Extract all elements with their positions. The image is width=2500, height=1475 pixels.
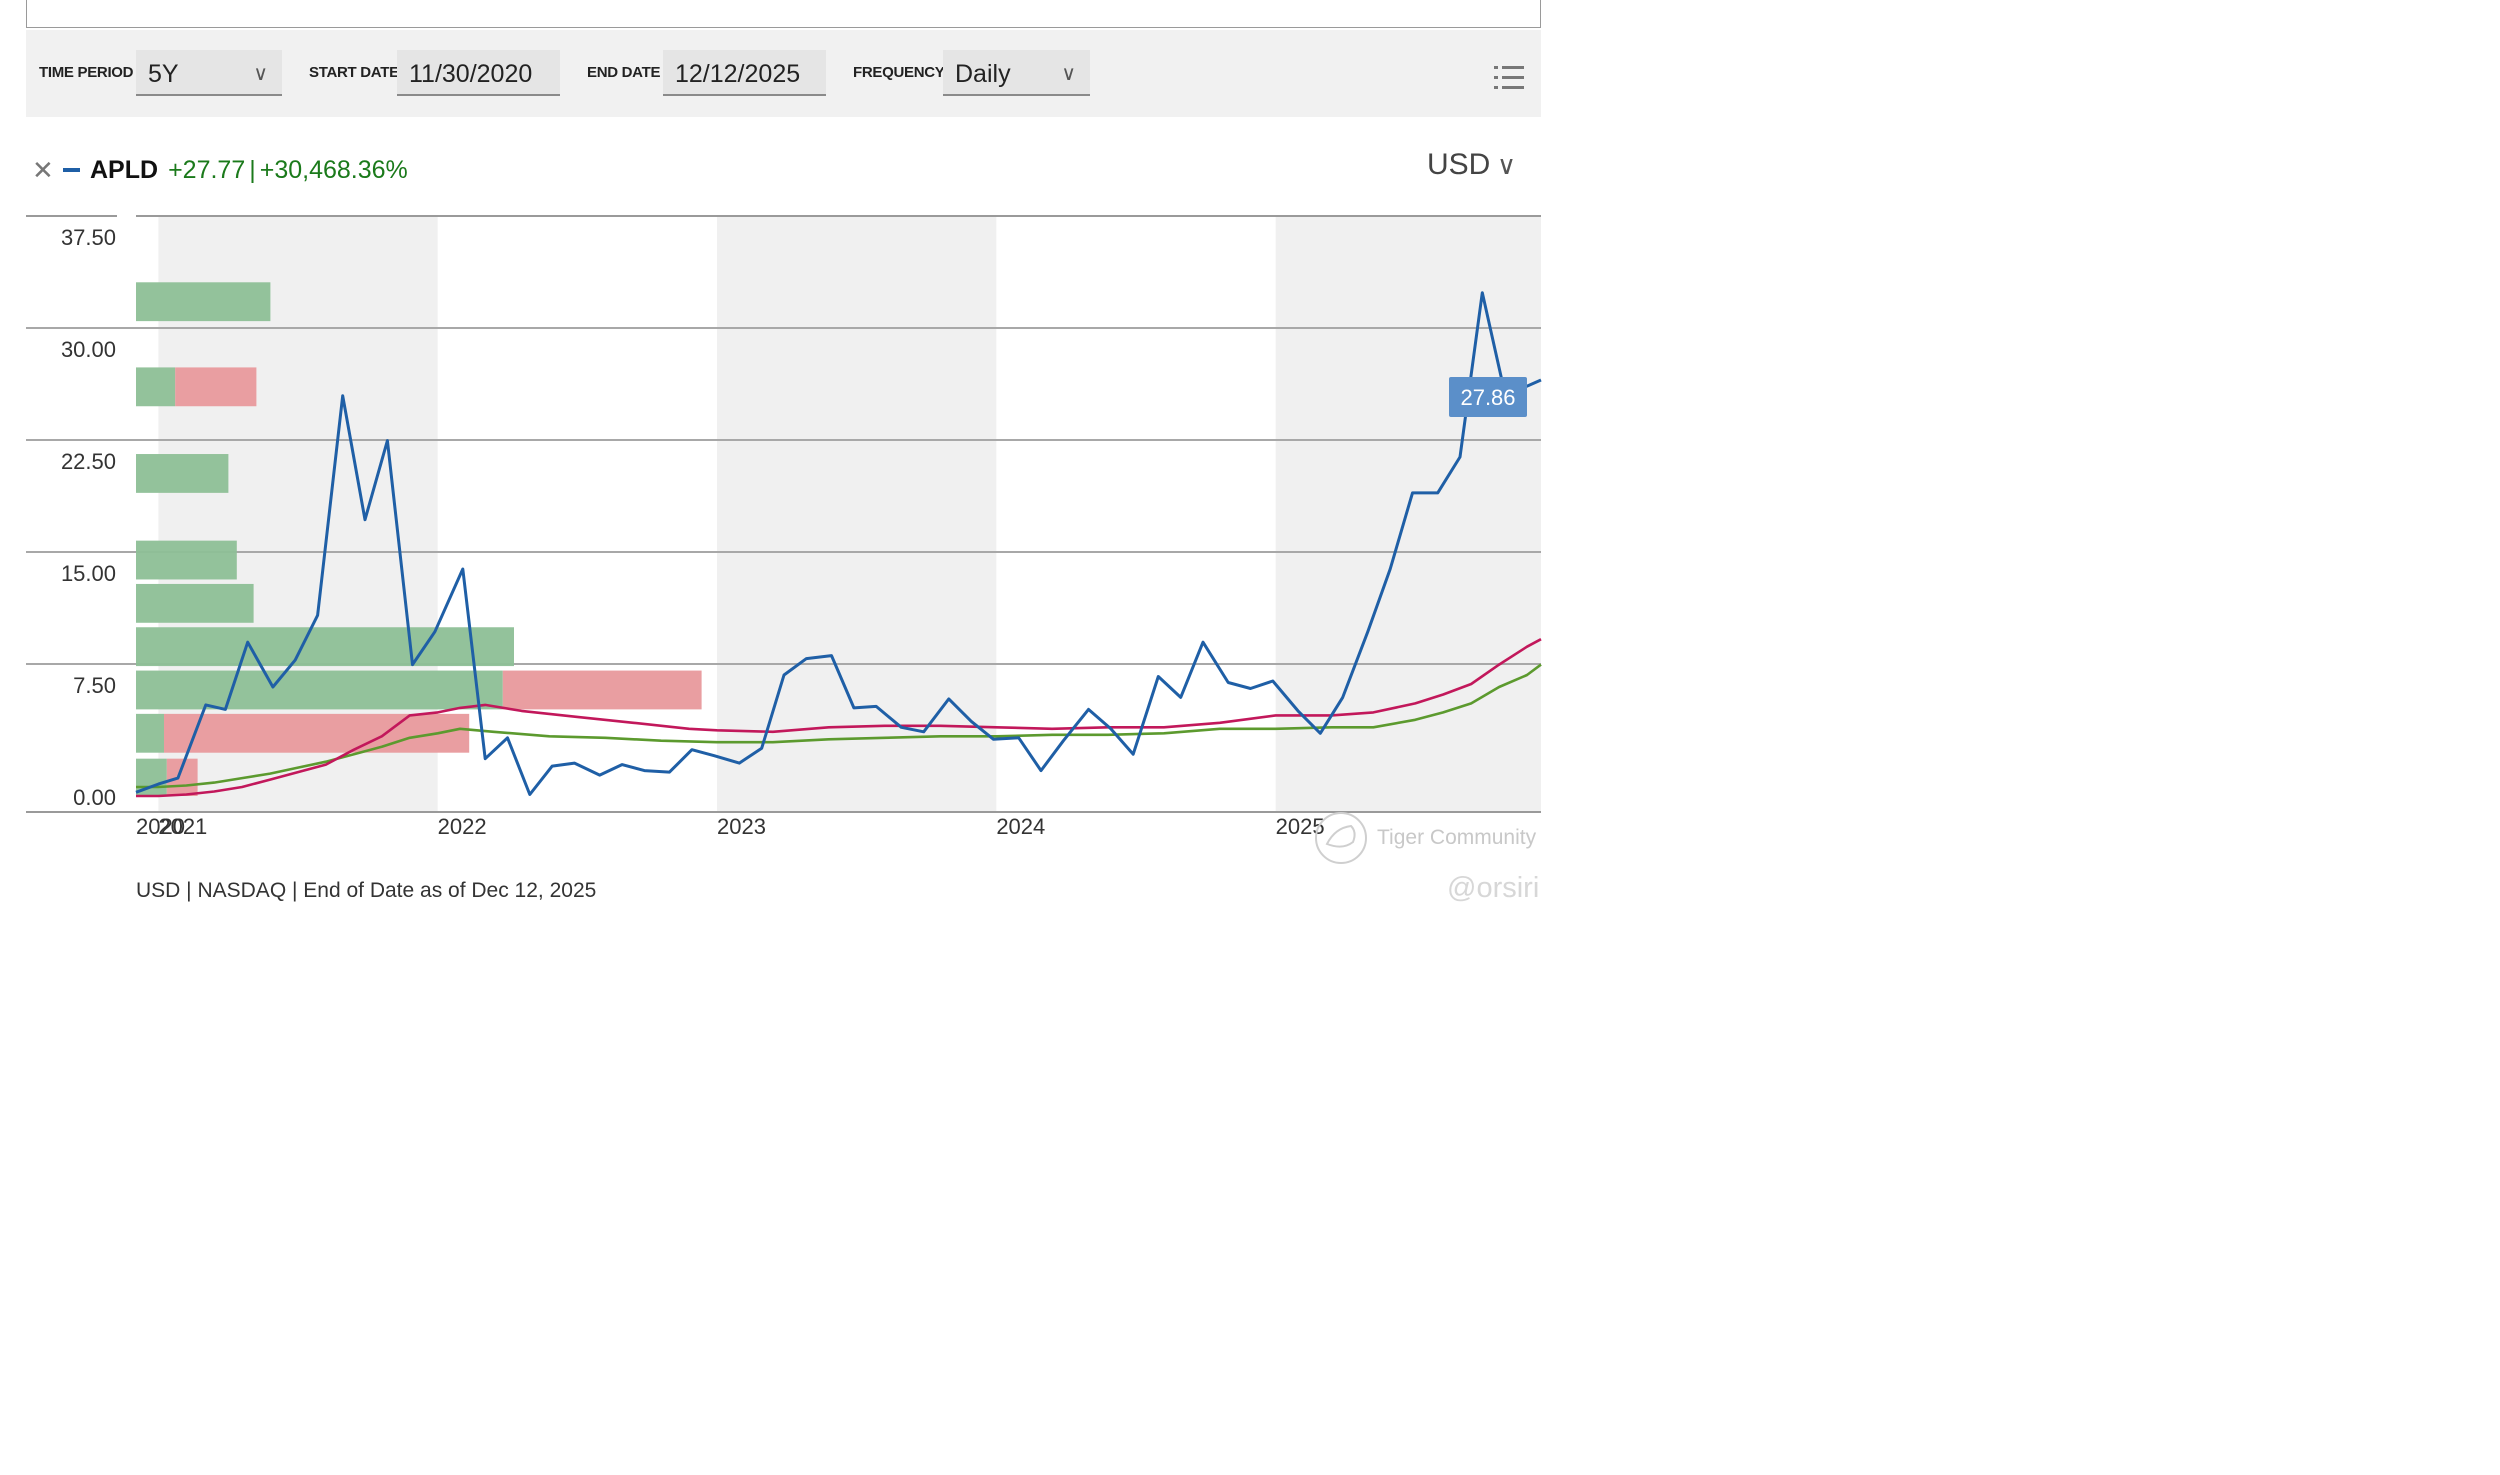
chart-footer: USD | NASDAQ | End of Date as of Dec 12,… [136,879,597,902]
price-line [135,291,1542,796]
time-period-label: TIME PERIOD [39,64,134,81]
chevron-down-icon[interactable]: ∨ [1497,150,1517,180]
close-icon[interactable]: ✕ [32,154,54,185]
currency-select[interactable]: USD [1427,148,1491,181]
volume-bar-down [164,713,470,753]
volume-bar-down [175,367,257,407]
watermark-community: Tiger Community [1377,826,1537,849]
last-value-text: 27.86 [1460,385,1515,410]
start-date-input[interactable]: 11/30/2020 [397,50,560,96]
year-band [1275,216,1541,812]
x-tick-label: 2021 [158,814,207,839]
volume-profile [136,282,702,796]
start-date-value: 11/30/2020 [409,60,533,88]
change-separator: | [249,155,256,184]
x-tick-label: 2024 [996,814,1045,839]
x-tick-label: 2022 [438,814,487,839]
y-tick-label: 30.00 [61,337,116,362]
series-lines [135,291,1542,798]
volume-bar-up [136,583,254,623]
volume-bar-up [136,627,514,667]
volume-bar-down [502,670,702,710]
watermark-handle: @orsiri [1447,872,1540,904]
last-value-marker: 27.86 [1449,376,1527,417]
volume-bar-up [136,282,271,322]
tiger-logo-icon [1315,812,1367,864]
volume-bar-up [136,670,503,710]
end-date-input[interactable]: 12/12/2025 [663,50,826,96]
start-date-label: START DATE [309,64,399,81]
y-tick-label: 22.50 [61,449,116,474]
x-tick-label: 2020 [136,814,185,839]
y-tick-label: 0.00 [73,785,116,810]
end-date-value: 12/12/2025 [675,60,801,88]
series-legend: ✕ APLD +27.77 | +30,468.36% [32,152,408,188]
list-icon[interactable] [1494,64,1524,92]
last-value-badge [1449,376,1527,417]
y-axis: 0.00 7.50 15.00 22.50 30.00 37.50 [61,225,116,810]
change-absolute: +27.77 [168,155,246,184]
x-tick-label: 2023 [717,814,766,839]
frequency-label: FREQUENCY [853,64,945,81]
year-band [716,216,997,812]
series-color-swatch [63,168,80,172]
ticker-symbol: APLD [90,155,159,184]
volume-bar-up [136,367,176,407]
chevron-down-icon: ∨ [253,63,268,85]
volume-bar-up [136,713,164,753]
chevron-down-icon: ∨ [1061,63,1076,85]
time-period-value: 5Y [148,60,179,88]
frequency-value: Daily [955,60,1011,88]
top-panel-border [26,0,1541,28]
time-period-select[interactable]: 5Y ∨ [136,50,282,96]
moving-average-line [136,638,1542,798]
y-tick-label: 37.50 [61,225,116,250]
frequency-select[interactable]: Daily ∨ [943,50,1090,96]
y-tick-label: 7.50 [73,673,116,698]
volume-bar-up [136,454,229,493]
change-percent: +30,468.36% [259,155,408,184]
volume-bar-up [136,540,237,580]
y-tick-label: 15.00 [61,561,116,586]
moving-average-line [136,663,1542,789]
end-date-label: END DATE [587,64,661,81]
